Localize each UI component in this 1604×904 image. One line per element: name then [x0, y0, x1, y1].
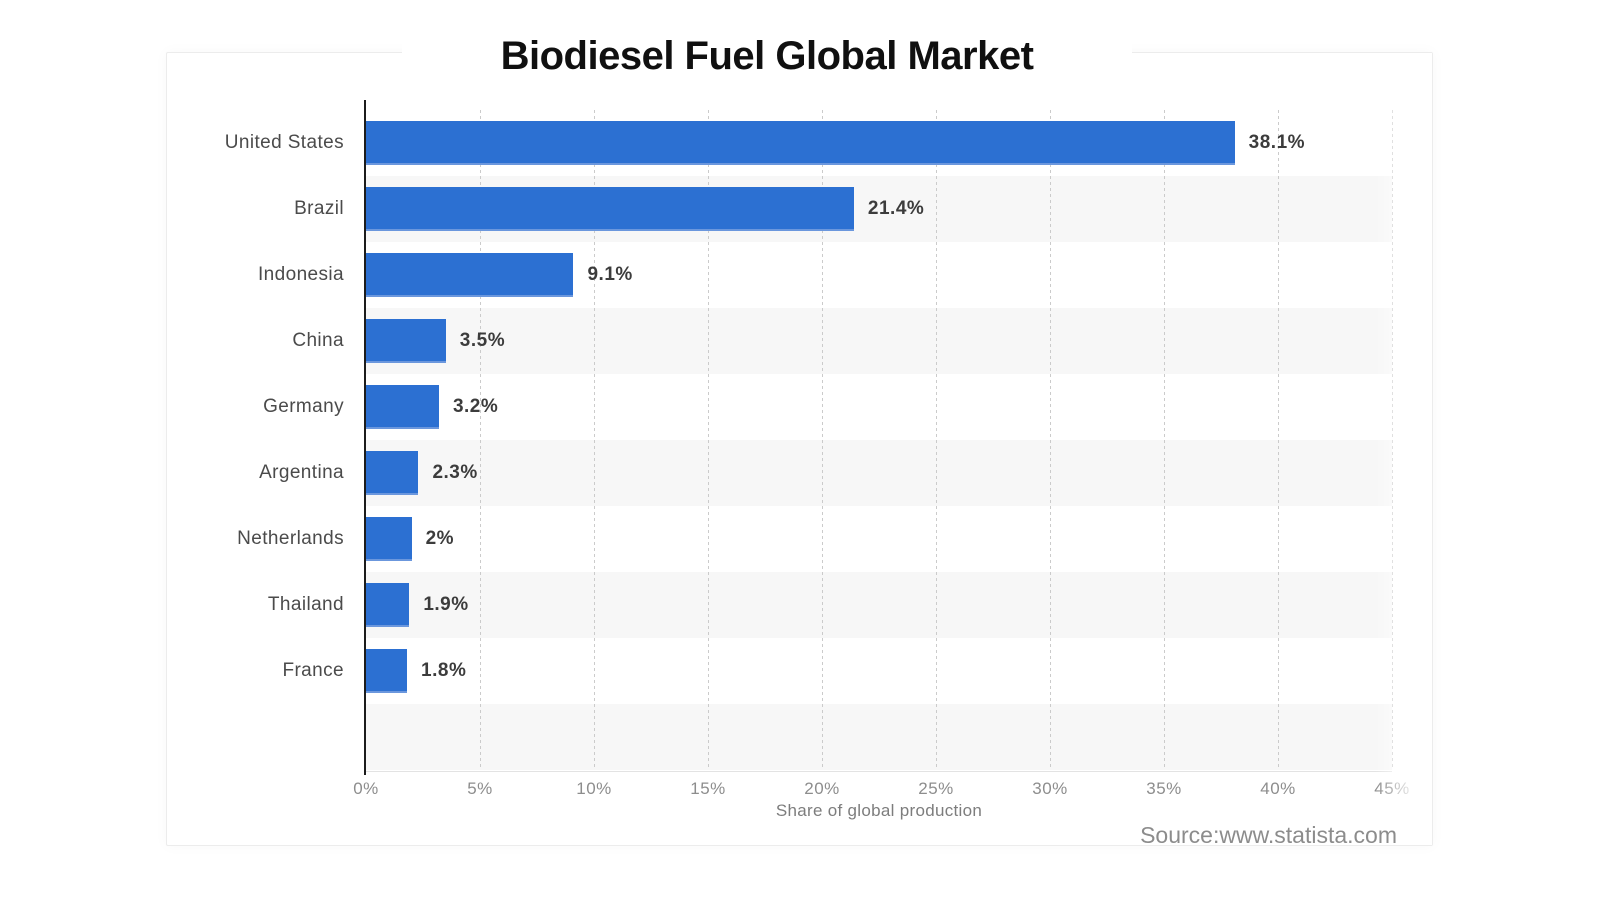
chart-title: Biodiesel Fuel Global Market	[402, 34, 1132, 79]
category-label: Argentina	[259, 462, 344, 483]
gridline	[593, 110, 595, 770]
bar	[366, 517, 412, 561]
gridline	[707, 110, 709, 770]
gridline	[1049, 110, 1051, 770]
row-band	[366, 506, 1392, 572]
value-label: 3.5%	[459, 330, 506, 351]
category-label: China	[292, 330, 344, 351]
empty-row-band	[366, 704, 1392, 770]
value-label: 1.8%	[421, 660, 467, 681]
category-label: Thailand	[267, 594, 344, 615]
x-tick-label: 40%	[1260, 779, 1296, 798]
value-label: 3.2%	[452, 396, 499, 417]
bar	[366, 649, 408, 693]
x-tick-label: 0%	[353, 779, 379, 798]
plot-area: 38.1% 21.4% 9.1% 3.5% 3.2% 2.3% 2% 1.9% 1.8%	[366, 110, 1393, 770]
source-text: Source:www.statista.com	[1140, 822, 1397, 848]
bar	[366, 451, 419, 495]
category-label: Indonesia	[257, 264, 344, 285]
bar	[366, 319, 446, 363]
gridline	[821, 110, 823, 770]
x-tick-label: 20%	[804, 779, 840, 798]
category-label: United States	[224, 132, 344, 153]
row-band	[366, 374, 1392, 440]
gridline	[1277, 110, 1279, 770]
value-label: 2.3%	[432, 462, 478, 483]
category-label: Netherlands	[237, 528, 344, 549]
bar	[366, 121, 1235, 165]
x-tick-label: 5%	[467, 779, 493, 798]
gridline	[479, 110, 481, 770]
category-label: France	[282, 660, 344, 681]
x-tick-label: 15%	[690, 779, 726, 798]
value-label: 21.4%	[867, 198, 925, 219]
gridline	[935, 110, 937, 770]
x-tick-label: 25%	[918, 779, 954, 798]
x-axis-baseline	[366, 771, 1392, 772]
row-band	[366, 572, 1392, 638]
bar	[366, 253, 574, 297]
value-label: 9.1%	[587, 264, 633, 285]
value-label: 1.9%	[423, 594, 469, 615]
bar	[366, 385, 439, 429]
category-label: Brazil	[294, 198, 344, 219]
category-label: Germany	[263, 396, 344, 417]
row-band	[366, 638, 1392, 704]
x-tick-label: 35%	[1146, 779, 1182, 798]
bar	[366, 583, 410, 627]
value-label: 2%	[425, 528, 455, 549]
x-axis-title: Share of global production	[775, 801, 983, 820]
y-axis-line	[364, 100, 366, 775]
value-label: 38.1%	[1248, 132, 1306, 153]
x-tick-label: 30%	[1032, 779, 1068, 798]
bar	[366, 187, 854, 231]
row-band	[366, 440, 1392, 506]
row-band	[366, 308, 1392, 374]
x-tick-label: 10%	[576, 779, 612, 798]
right-edge-fade	[1375, 53, 1432, 845]
gridline	[1163, 110, 1165, 770]
